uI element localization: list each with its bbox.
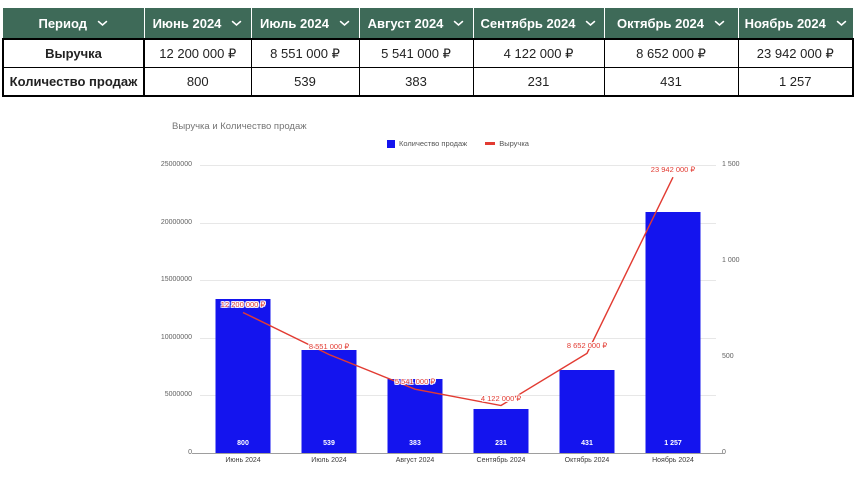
chart-gridline [200, 395, 716, 397]
y-axis-tick-right: 1 500 [722, 161, 740, 168]
line-point-label-5: 23 942 000 ₽ [650, 165, 696, 175]
chart-title: Выручка и Количество продаж [172, 121, 307, 132]
cell-count-august: 383 [358, 67, 474, 97]
cell-revenue-august: 5 541 000 ₽ [358, 38, 474, 68]
x-axis-label-4: Октябрь 2024 [564, 457, 610, 464]
revenue-line [242, 176, 674, 407]
bar-5 [645, 211, 701, 453]
bar-value-label-2: 383 [409, 440, 421, 447]
cell-count-july: 539 [250, 67, 360, 97]
chart-gridline [200, 337, 716, 339]
x-axis-label-1: Июль 2024 [311, 457, 347, 464]
cell-count-november: 1 257 [737, 67, 854, 97]
row-label-sales-count: Количество продаж [2, 67, 145, 97]
header-label: Ноябрь 2024 [744, 15, 826, 31]
header-label: Октябрь 2024 [616, 15, 705, 31]
table-row-sales-count: Количество продаж 800 539 383 231 431 1 … [2, 67, 854, 97]
bar-1 [301, 349, 357, 453]
bar-value-label-4: 431 [581, 440, 593, 447]
legend-label: Количество продаж [399, 139, 468, 148]
chevron-down-icon[interactable] [339, 20, 350, 27]
legend-item-revenue: Выручка [485, 139, 529, 148]
y-axis-tick-left: 15000000 [160, 276, 192, 284]
y-axis-tick-left: 20000000 [160, 218, 192, 226]
y-axis-tick-right: 1 000 [722, 257, 740, 264]
x-axis-label-3: Сентябрь 2024 [476, 457, 526, 464]
y-axis-tick-left: 10000000 [160, 333, 192, 341]
header-cell-august[interactable]: Август 2024 [359, 8, 474, 39]
y-axis-tick-right: 500 [722, 353, 734, 360]
chevron-down-icon[interactable] [453, 20, 464, 27]
y-axis-tick-right: 0 [722, 449, 726, 457]
header-label: Период [38, 15, 88, 31]
cell-revenue-september: 4 122 000 ₽ [472, 38, 605, 68]
header-label: Сентябрь 2024 [480, 15, 576, 31]
cell-revenue-june: 12 200 000 ₽ [143, 38, 252, 68]
header-label: Август 2024 [367, 15, 444, 31]
period-pivot-table: Период Июнь 2024 Июль 2024 Август 2024 С… [2, 8, 854, 97]
cell-revenue-october: 8 652 000 ₽ [603, 38, 739, 68]
y-axis-tick-left: 25000000 [160, 161, 192, 168]
bar-value-label-0: 800 [237, 440, 249, 447]
bar-3 [473, 408, 529, 453]
header-cell-july[interactable]: Июль 2024 [251, 8, 360, 39]
row-label-revenue: Выручка [2, 38, 145, 68]
cell-count-october: 431 [603, 67, 739, 97]
header-cell-october[interactable]: Октябрь 2024 [604, 8, 739, 39]
chart-gridline [200, 280, 716, 282]
x-axis-label-2: Август 2024 [395, 457, 435, 464]
bar-value-label-3: 231 [495, 440, 507, 447]
chevron-down-icon[interactable] [231, 20, 242, 27]
y-axis-tick-left: 0 [188, 449, 192, 456]
cell-count-september: 231 [472, 67, 605, 97]
legend-swatch-line [485, 142, 496, 145]
bar-2 [387, 379, 443, 453]
bar-value-label-1: 539 [323, 440, 335, 447]
line-point-label-3: 4 122 000 ₽ [480, 393, 522, 403]
bar-value-label-5: 1 257 [664, 440, 682, 447]
chart-legend: Количество продаж Выручка [200, 139, 716, 148]
legend-swatch-bar [387, 139, 396, 148]
line-point-label-0: 12 200 000 ₽ [220, 300, 266, 310]
line-point-label-2: 5 541 000 ₽ [394, 377, 436, 387]
x-axis-label-0: Июнь 2024 [225, 457, 261, 464]
chevron-down-icon[interactable] [585, 20, 596, 27]
chevron-down-icon[interactable] [836, 20, 847, 27]
chevron-down-icon[interactable] [714, 20, 725, 27]
cell-revenue-july: 8 551 000 ₽ [250, 38, 360, 68]
table-header-row: Период Июнь 2024 Июль 2024 Август 2024 С… [3, 8, 853, 39]
line-point-label-1: 8 551 000 ₽ [308, 342, 350, 352]
header-cell-june[interactable]: Июнь 2024 [144, 8, 252, 39]
x-axis-label-5: Ноябрь 2024 [652, 457, 694, 464]
cell-count-june: 800 [143, 67, 252, 97]
header-label: Июнь 2024 [152, 15, 222, 31]
cell-revenue-november: 23 942 000 ₽ [737, 38, 854, 68]
header-label: Июль 2024 [260, 15, 329, 31]
legend-item-sales-count: Количество продаж [387, 139, 467, 148]
legend-label: Выручка [499, 139, 529, 148]
x-axis-line [192, 453, 724, 454]
bar-0 [215, 299, 271, 453]
header-cell-september[interactable]: Сентябрь 2024 [473, 8, 605, 39]
y-axis-tick-left: 5000000 [164, 391, 192, 399]
table-row-revenue: Выручка 12 200 000 ₽ 8 551 000 ₽ 5 541 0… [2, 38, 854, 68]
chart-gridline [200, 222, 716, 224]
chart-gridline [200, 165, 716, 166]
chevron-down-icon[interactable] [97, 20, 108, 27]
bar-4 [559, 370, 615, 453]
header-cell-november[interactable]: Ноябрь 2024 [738, 8, 853, 39]
header-cell-period[interactable]: Период [3, 8, 145, 39]
line-point-label-4: 8 652 000 ₽ [566, 341, 608, 351]
